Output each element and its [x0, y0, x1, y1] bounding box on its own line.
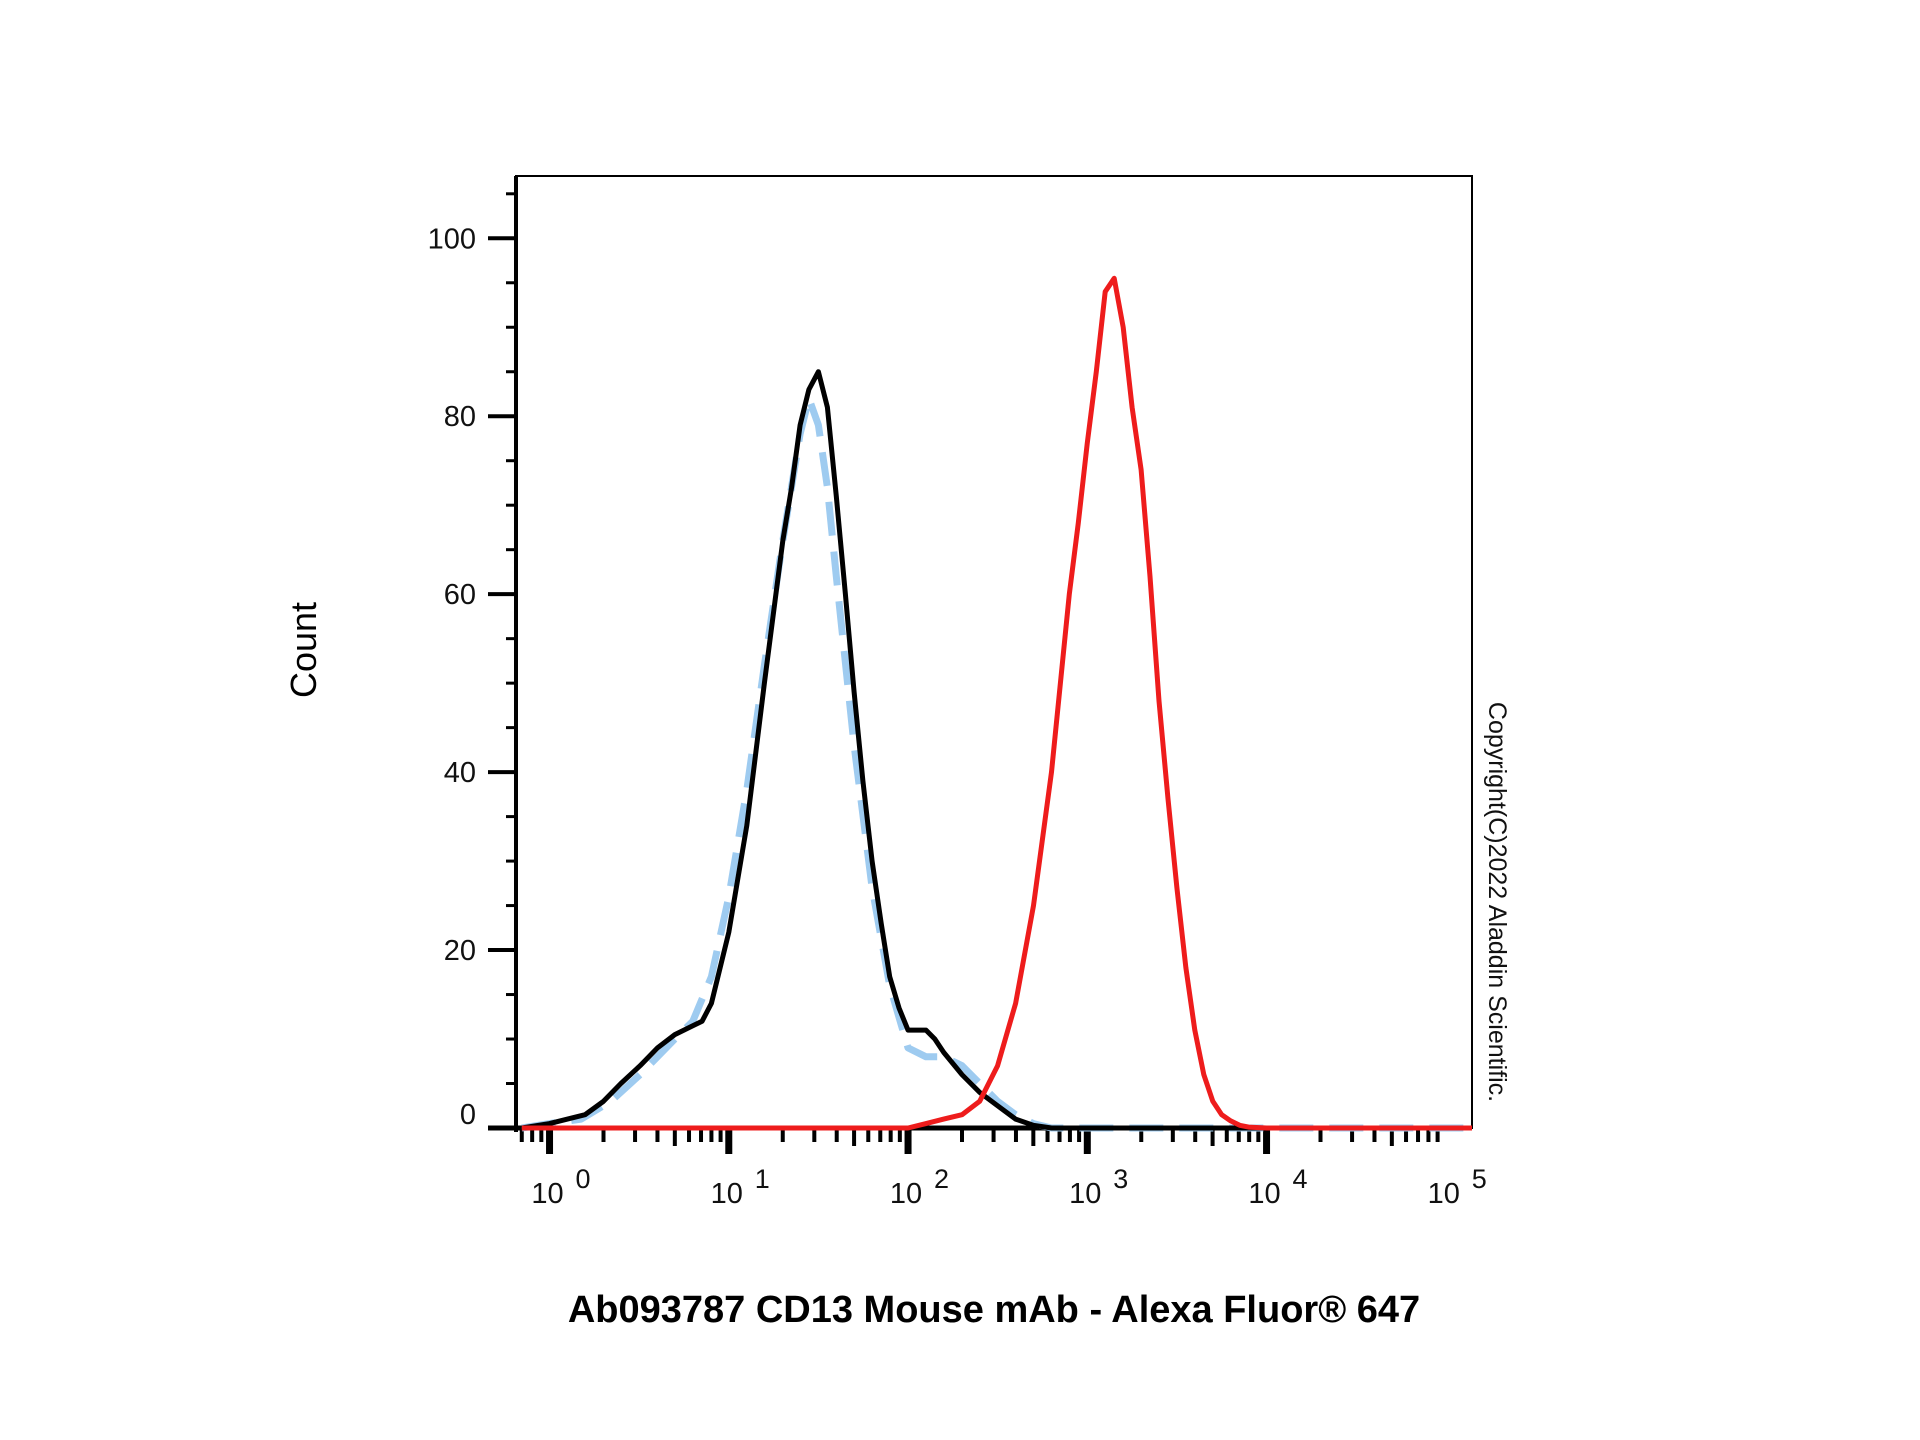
x-tick-label-base: 10	[1248, 1178, 1280, 1210]
y-tick-label: 20	[444, 935, 476, 967]
x-tick-label-base: 10	[890, 1178, 922, 1210]
x-tick-label-exponent: 3	[1113, 1164, 1128, 1194]
x-tick-label-base: 10	[531, 1178, 563, 1210]
y-axis-title: Count	[283, 602, 324, 698]
y-tick-label: 0	[460, 1099, 476, 1131]
series-layer	[521, 275, 1472, 1132]
x-tick-label-exponent: 2	[934, 1164, 949, 1194]
y-tick-label: 100	[428, 223, 476, 255]
y-tick-label: 60	[444, 579, 476, 611]
plot-area-frame	[515, 175, 1473, 1129]
y-tick-label: 80	[444, 401, 476, 433]
histogram-series-1	[521, 369, 1472, 1131]
x-tick-label-exponent: 4	[1293, 1164, 1308, 1194]
x-tick-label-exponent: 0	[576, 1164, 591, 1194]
x-tick-label-base: 10	[711, 1178, 743, 1210]
y-axis: 0 20 40 60 80 100	[428, 176, 518, 1132]
y-tick-label: 40	[444, 757, 476, 789]
x-tick-label-exponent: 5	[1472, 1164, 1487, 1194]
copyright-watermark: Copyright(C)2022 Aladdin Scientific.	[1483, 702, 1511, 1102]
x-axis-title: Ab093787 CD13 Mouse mAb - Alexa Fluor® 6…	[568, 1289, 1420, 1331]
x-tick-label-base: 10	[1428, 1178, 1460, 1210]
x-tick-label-exponent: 1	[755, 1164, 770, 1194]
histogram-series-0	[521, 394, 1472, 1132]
x-axis: 10 0 10 1 10 2 10 3 10 4 10 5	[488, 1125, 1487, 1210]
x-tick-label-base: 10	[1069, 1178, 1101, 1210]
histogram-series-2	[521, 275, 1472, 1131]
